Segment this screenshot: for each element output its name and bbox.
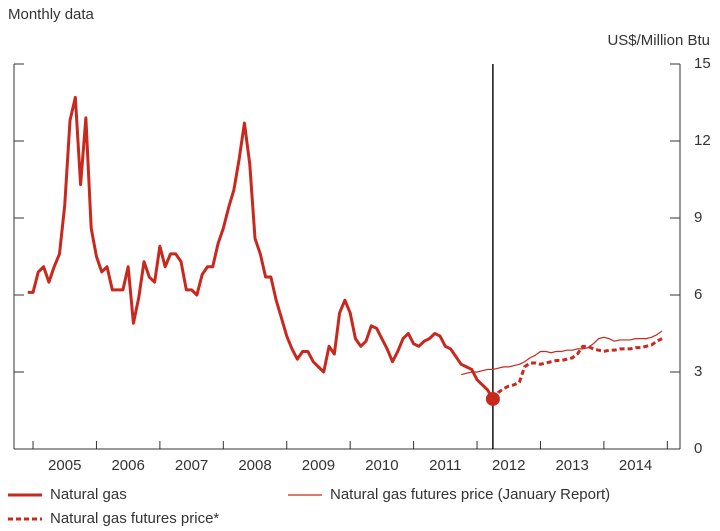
x-tick-label: 2008	[238, 457, 271, 474]
x-tick-label: 2013	[555, 457, 588, 474]
x-tick-label: 2007	[175, 457, 208, 474]
legend-label: Natural gas	[50, 486, 127, 503]
subtitle: Monthly data	[8, 6, 95, 23]
latest-point	[485, 391, 500, 406]
x-tick-label: 2005	[48, 457, 81, 474]
series-line	[491, 337, 663, 400]
y-tick-label: 6	[694, 286, 702, 303]
y-tick-label: 15	[694, 55, 711, 72]
y-tick-label: 12	[694, 132, 711, 149]
x-tick-label: 2012	[492, 457, 525, 474]
y-tick-label: 9	[694, 209, 702, 226]
series-line	[27, 95, 495, 400]
y-tick-label: 3	[694, 363, 702, 380]
y-tick-label: 0	[694, 440, 702, 457]
y-axis-label: US$/Million Btu	[607, 32, 710, 49]
x-tick-label: 2010	[365, 457, 398, 474]
series-line	[461, 330, 663, 376]
legend-label: Natural gas futures price (January Repor…	[330, 486, 610, 503]
x-tick-label: 2006	[111, 457, 144, 474]
x-tick-label: 2009	[302, 457, 335, 474]
x-tick-label: 2014	[619, 457, 652, 474]
legend-label: Natural gas futures price*	[50, 510, 219, 527]
x-tick-label: 2011	[429, 457, 461, 474]
